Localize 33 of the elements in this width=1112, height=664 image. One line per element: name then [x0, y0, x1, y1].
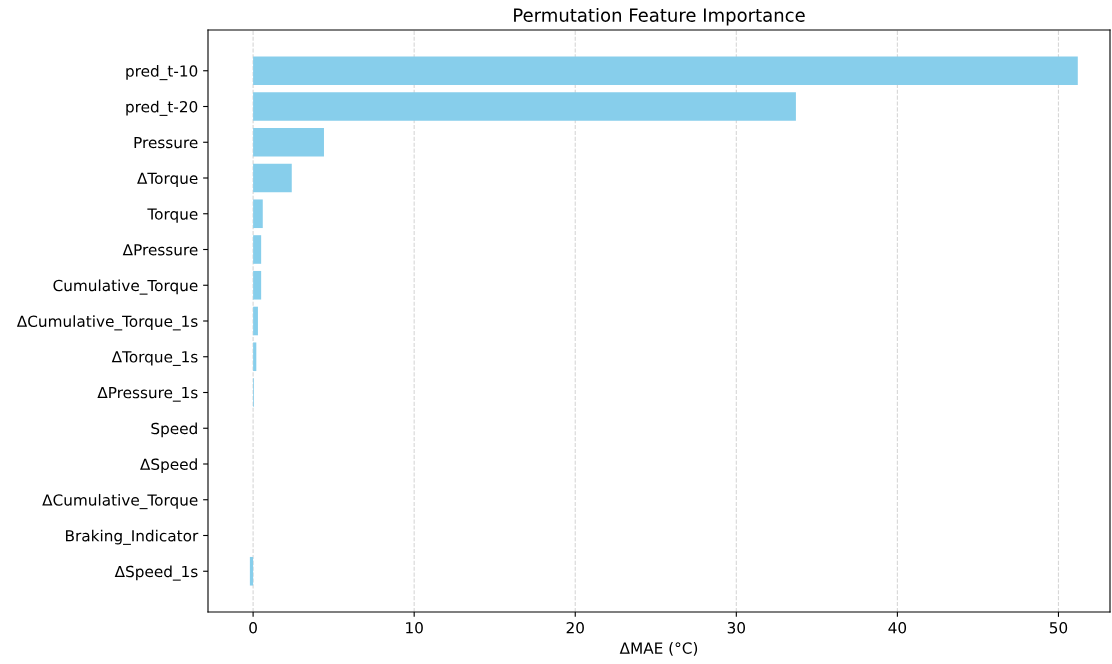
bar	[253, 163, 292, 193]
x-tick-label: 10	[406, 621, 423, 634]
x-tick-label: 0	[249, 621, 257, 634]
bar	[253, 235, 262, 264]
y-tick-label: ΔTorque_1s	[111, 351, 198, 366]
y-tick-label: Torque	[147, 208, 198, 223]
y-tick-label: ΔPressure	[122, 244, 198, 256]
bar	[253, 306, 258, 336]
x-tick-label: 20	[566, 621, 584, 634]
bar	[253, 342, 257, 372]
x-tick-label: 30	[727, 621, 746, 634]
y-tick-label: Cumulative_Torque	[53, 279, 198, 295]
y-tick-label: ΔTorque	[137, 172, 198, 187]
bar	[253, 92, 796, 121]
bar	[253, 127, 324, 157]
bar	[249, 556, 254, 586]
x-axis-title: ΔMAE (°C)	[619, 642, 698, 656]
y-tick-label: ΔPressure_1s	[97, 386, 198, 402]
y-tick-label: Speed	[151, 422, 197, 438]
chart-title: Permutation Feature Importance	[514, 7, 805, 26]
y-tick-label: pred_t-10	[126, 64, 198, 81]
y-tick-label: Braking_Indicator	[66, 529, 199, 545]
y-tick-label: ΔCumulative_Torque_1s	[16, 315, 198, 331]
y-tick-label: ΔCumulative_Torque	[42, 493, 198, 510]
bar	[253, 270, 262, 300]
y-tick-label: ΔSpeed	[140, 458, 197, 473]
y-tick-label: pred_t-20	[126, 100, 198, 116]
x-tick-label: 40	[888, 621, 907, 634]
bar	[253, 56, 1078, 86]
y-tick-label: Pressure	[134, 136, 198, 149]
bar	[253, 199, 263, 229]
y-tick-label: ΔSpeed_1s	[114, 565, 198, 581]
x-tick-label: 50	[1049, 621, 1068, 634]
